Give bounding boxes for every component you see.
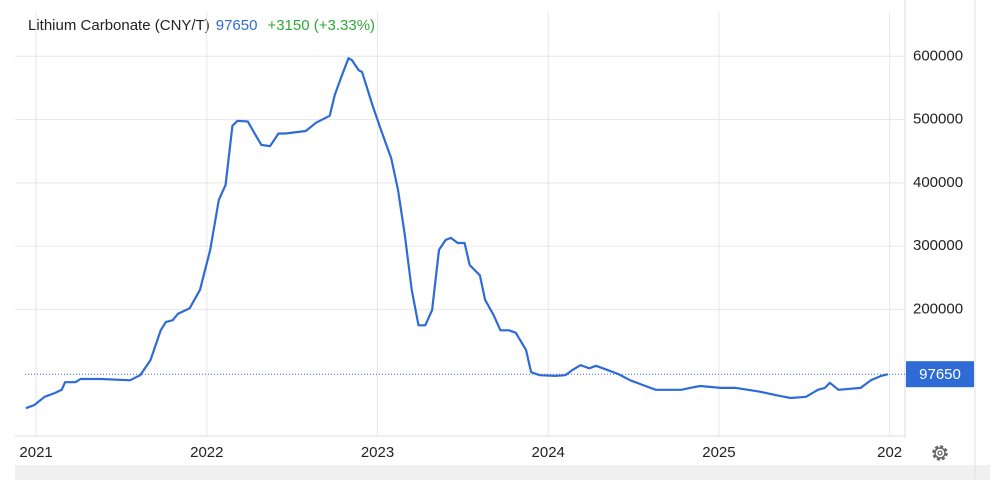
x-tick-label: 2021 xyxy=(19,444,52,461)
x-tick-label: 2022 xyxy=(190,444,223,461)
last-value: 97650 xyxy=(216,17,258,34)
last-value-box xyxy=(906,361,974,388)
x-tick-label: 2023 xyxy=(361,444,394,461)
y-tick-label: 400000 xyxy=(913,174,963,191)
y-tick-label: 500000 xyxy=(913,111,963,128)
title-text: Lithium Carbonate (CNY/T) xyxy=(28,17,210,34)
settings-icon[interactable] xyxy=(932,445,948,461)
footer-strip xyxy=(15,465,990,480)
change: +3150 (+3.33%) xyxy=(267,17,375,34)
y-tick-label: 200000 xyxy=(913,300,963,317)
line-series xyxy=(25,57,889,410)
x-tick-label: 2025 xyxy=(702,444,735,461)
y-tick-label: 300000 xyxy=(913,237,963,254)
chart-title: Lithium Carbonate (CNY/T) 97650 +3150 (+3.… xyxy=(28,17,375,34)
x-tick-label: 202 xyxy=(877,444,902,461)
x-tick-label: 2024 xyxy=(532,444,565,461)
y-tick-label: 600000 xyxy=(913,47,963,64)
last-value-label: 97650 xyxy=(919,366,961,383)
